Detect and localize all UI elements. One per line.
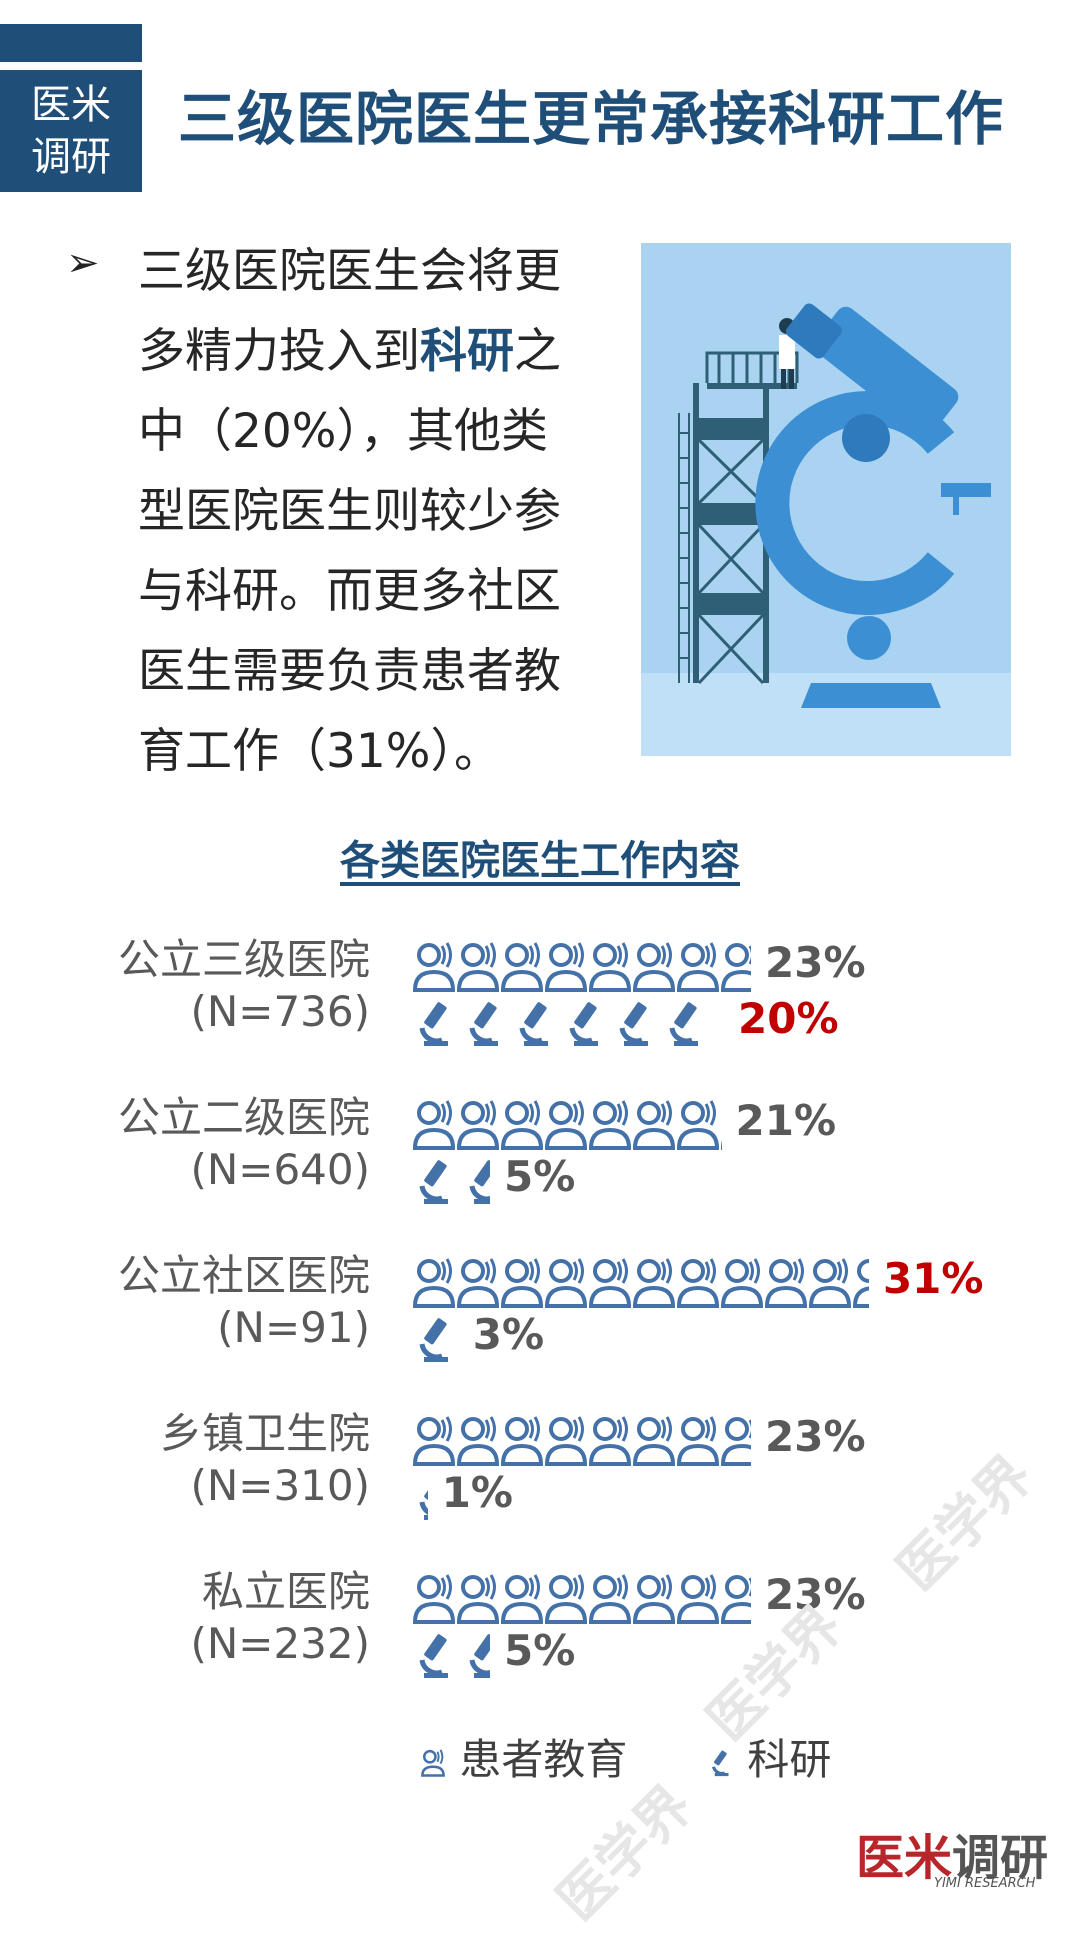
- badge-line-1: 医米: [31, 82, 111, 128]
- category-label: 公立二级医院 (N=640): [60, 1092, 370, 1196]
- patient-education-value-label: 31%: [882, 1254, 984, 1303]
- patient-education-bar: [412, 1572, 752, 1626]
- research-value-label: 5%: [504, 1152, 576, 1201]
- research-icon: [711, 1750, 729, 1776]
- patient-education-value-label: 23%: [765, 1412, 866, 1461]
- category-sample-size: (N=640): [190, 1145, 370, 1194]
- microscope-icon: [755, 303, 991, 708]
- research-value-label: 1%: [441, 1468, 513, 1517]
- category-label: 乡镇卫生院 (N=310): [60, 1408, 370, 1512]
- patient-education-bar: [412, 1256, 869, 1310]
- legend-label-research: 科研: [747, 1735, 832, 1784]
- logo-red-text: 医米: [856, 1830, 953, 1886]
- category-sample-size: (N=232): [190, 1619, 370, 1668]
- description-part-1: 三级医院医生会将更多精力投入到: [138, 244, 561, 379]
- legend-item-patient-education: 患者教育: [420, 1726, 627, 1787]
- legend-item-research: 科研: [708, 1726, 831, 1787]
- research-bar: [412, 996, 724, 1050]
- description-paragraph: 三级医院医生会将更多精力投入到科研之中（20%），其他类型医院医生则较少参与科研…: [138, 232, 593, 792]
- patient-education-value-label: 23%: [765, 938, 866, 987]
- header-accent-bar: [0, 24, 142, 62]
- patient-education-value-label: 21%: [735, 1096, 837, 1145]
- brand-logo: 医米调研: [856, 1818, 1048, 1888]
- patient-education-value-label: 23%: [765, 1570, 866, 1619]
- category-sample-size: (N=736): [190, 987, 370, 1036]
- patient-education-bar: [412, 1414, 752, 1468]
- category-name: 公立社区医院: [117, 1251, 370, 1300]
- legend-label-patient-education: 患者教育: [459, 1735, 628, 1784]
- description-part-2: 之中（20%），其他类型医院医生则较少参与科研。而更多社区医生需要负责患者教育工…: [138, 324, 561, 779]
- patient-education-icon: [421, 1748, 445, 1777]
- research-value-label: 20%: [738, 994, 839, 1043]
- research-bar: [412, 1154, 490, 1208]
- chart-title: 各类医院医生工作内容: [340, 838, 740, 884]
- category-label: 私立医院 (N=232): [60, 1566, 370, 1670]
- category-sample-size: (N=91): [217, 1303, 370, 1352]
- description-highlight: 科研: [420, 324, 514, 379]
- category-name: 公立二级医院: [117, 1093, 370, 1142]
- research-value-label: 3%: [472, 1310, 545, 1359]
- watermark-text: 医学界: [884, 1442, 1045, 1603]
- research-bar: [412, 1312, 459, 1366]
- research-bar: [412, 1628, 490, 1682]
- watermark-text: 医学界: [544, 1772, 705, 1933]
- category-label: 公立三级医院 (N=736): [60, 934, 370, 1038]
- brand-badge: 医米 调研: [0, 70, 142, 192]
- logo-dark-text: 调研: [952, 1830, 1049, 1886]
- patient-education-bar: [412, 940, 752, 994]
- microscope-illustration: [641, 243, 1011, 756]
- category-name: 乡镇卫生院: [159, 1409, 370, 1458]
- research-value-label: 5%: [504, 1626, 576, 1675]
- logo-subtitle: YIMI RESEARCH: [934, 1876, 1036, 1891]
- bullet-arrow-icon: ➢: [66, 240, 100, 286]
- category-label: 公立社区医院 (N=91): [60, 1250, 370, 1354]
- page-title: 三级医院医生更常承接科研工作: [178, 85, 1005, 153]
- category-name: 私立医院: [201, 1567, 370, 1616]
- badge-line-2: 调研: [31, 134, 111, 180]
- research-bar: [412, 1470, 428, 1524]
- patient-education-bar: [412, 1098, 722, 1152]
- category-sample-size: (N=310): [190, 1461, 370, 1510]
- category-name: 公立三级医院: [117, 935, 370, 984]
